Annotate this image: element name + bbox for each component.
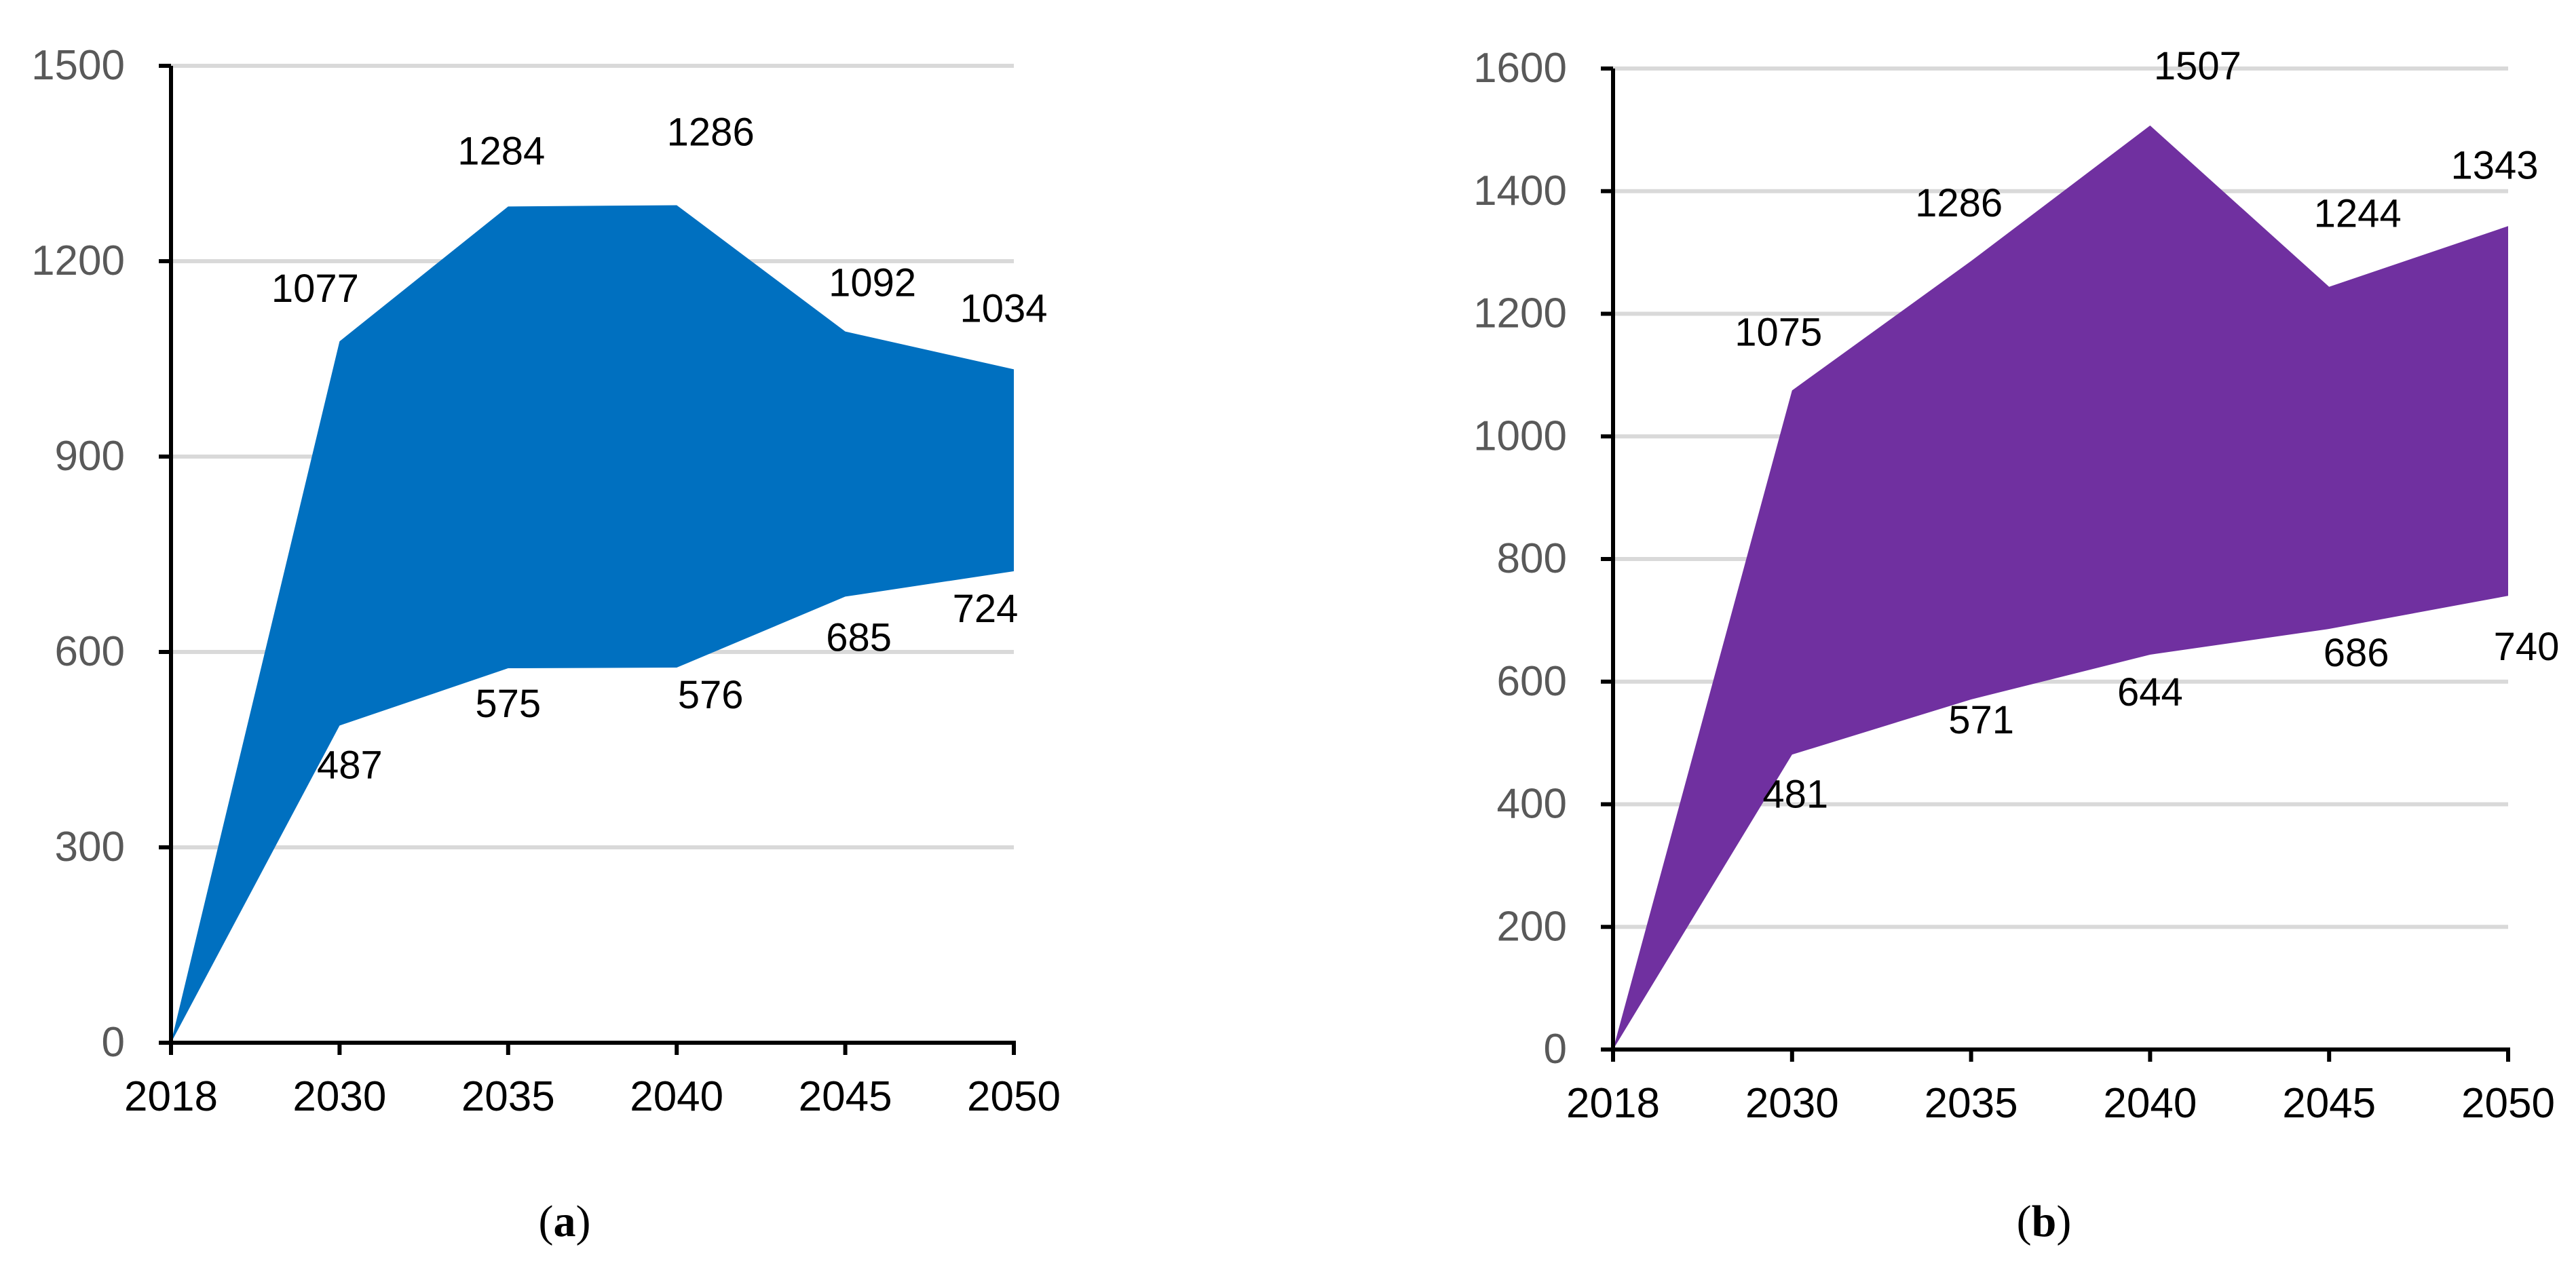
y-tick-label: 1200	[1473, 290, 1567, 337]
y-tick-label: 1000	[1473, 412, 1567, 459]
data-label-upper: 1343	[2450, 143, 2538, 187]
data-label-lower: 481	[1762, 772, 1828, 816]
data-label-upper: 1244	[2314, 192, 2402, 236]
x-tick-label: 2040	[630, 1073, 723, 1120]
y-tick-label: 600	[1497, 658, 1567, 705]
data-label-lower: 644	[2117, 670, 2183, 714]
y-tick-label: 1400	[1473, 168, 1567, 214]
y-tick-label: 0	[1544, 1026, 1567, 1073]
data-label-upper: 1092	[829, 261, 916, 305]
data-label-lower: 571	[1948, 698, 2014, 742]
x-tick-label: 2045	[2282, 1080, 2376, 1127]
data-label-lower: 685	[826, 615, 892, 659]
x-tick-label: 2040	[2103, 1080, 2197, 1127]
chart-panel-b: 0 200 400 600 800 1000 1200 1400 1600 2018 2030 203…	[1473, 44, 2559, 1246]
x-tick-label: 2035	[461, 1073, 555, 1120]
y-tick-label: 1200	[31, 237, 125, 284]
panel-caption: (a)	[539, 1197, 591, 1246]
x-tick-label: 2050	[967, 1073, 1061, 1120]
y-tick-label: 0	[102, 1019, 125, 1066]
data-label-upper: 1286	[667, 110, 755, 154]
data-label-upper: 1284	[457, 129, 545, 173]
range-area	[171, 205, 1014, 1043]
data-label-lower: 686	[2324, 631, 2389, 675]
data-label-upper: 1507	[2154, 44, 2241, 88]
data-label-lower: 576	[678, 673, 744, 717]
panel-caption: (b)	[2017, 1197, 2072, 1246]
range-area	[1613, 126, 2508, 1050]
data-label-upper: 1077	[271, 267, 359, 311]
data-label-upper: 1034	[960, 286, 1047, 330]
x-tick-label: 2018	[124, 1073, 218, 1120]
data-label-lower: 724	[953, 587, 1019, 631]
x-tick-label: 2050	[2461, 1080, 2555, 1127]
data-label-upper: 1286	[1915, 181, 2003, 225]
y-tick-label: 600	[55, 628, 125, 675]
y-tick-label: 800	[1497, 535, 1567, 582]
y-tick-label: 200	[1497, 903, 1567, 950]
y-tick-label: 400	[1497, 781, 1567, 828]
data-label-lower: 740	[2494, 625, 2560, 669]
y-tick-label: 1600	[1473, 45, 1567, 92]
y-tick-label: 300	[55, 824, 125, 870]
data-label-lower: 575	[475, 682, 541, 726]
chart-panel-a: 0 300 600 900 1200 1500 2018 2030 2035 2040 2045 20…	[31, 42, 1061, 1246]
data-label-upper: 1075	[1735, 310, 1822, 354]
x-tick-label: 2030	[1745, 1080, 1839, 1127]
y-tick-label: 900	[55, 433, 125, 480]
data-label-lower: 487	[317, 743, 383, 787]
y-tick-label: 1500	[31, 42, 125, 89]
x-tick-label: 2035	[1925, 1080, 2018, 1127]
x-tick-label: 2018	[1566, 1080, 1660, 1127]
x-tick-label: 2030	[292, 1073, 386, 1120]
x-tick-label: 2045	[799, 1073, 892, 1120]
